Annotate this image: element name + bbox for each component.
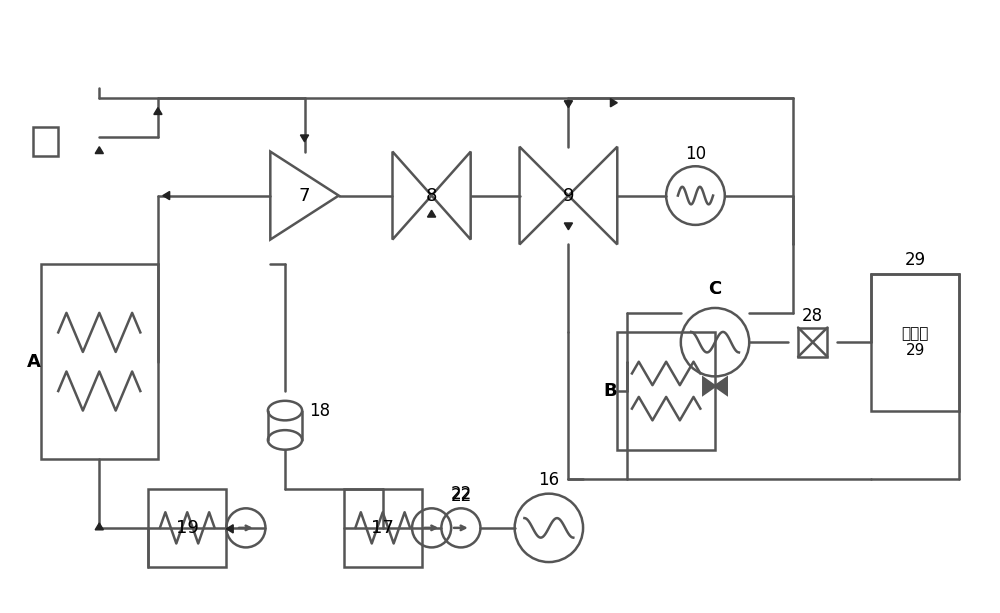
Bar (617, 332, 715, 450)
Text: 8: 8 (426, 186, 437, 205)
Polygon shape (427, 210, 436, 217)
Polygon shape (95, 523, 103, 530)
Text: 18: 18 (309, 402, 331, 419)
Text: 29: 29 (905, 251, 926, 269)
Text: 9: 9 (563, 186, 574, 205)
Bar (148, 489, 226, 567)
Polygon shape (226, 525, 233, 533)
Text: B: B (604, 382, 617, 400)
Text: 热用户
29: 热用户 29 (902, 326, 929, 359)
Text: 7: 7 (299, 186, 310, 205)
Text: C: C (708, 280, 722, 298)
Text: A: A (27, 352, 41, 371)
Polygon shape (95, 147, 103, 153)
Text: 22: 22 (450, 487, 472, 505)
Text: 10: 10 (685, 145, 706, 163)
Polygon shape (564, 223, 573, 230)
Polygon shape (300, 135, 309, 142)
Polygon shape (564, 101, 573, 108)
Polygon shape (154, 108, 162, 115)
Polygon shape (610, 99, 617, 107)
Bar (344, 489, 422, 567)
Text: 16: 16 (538, 471, 559, 489)
Bar (871, 274, 959, 411)
Bar (798, 327, 827, 357)
Polygon shape (163, 191, 170, 200)
Text: 28: 28 (802, 306, 823, 324)
Bar (33, 127, 58, 156)
Text: 17: 17 (371, 519, 394, 537)
Polygon shape (715, 378, 727, 394)
Text: 19: 19 (176, 519, 199, 537)
Text: C: C (709, 280, 721, 298)
Polygon shape (703, 378, 715, 394)
Bar (41, 264, 158, 460)
Text: 22: 22 (450, 485, 472, 503)
